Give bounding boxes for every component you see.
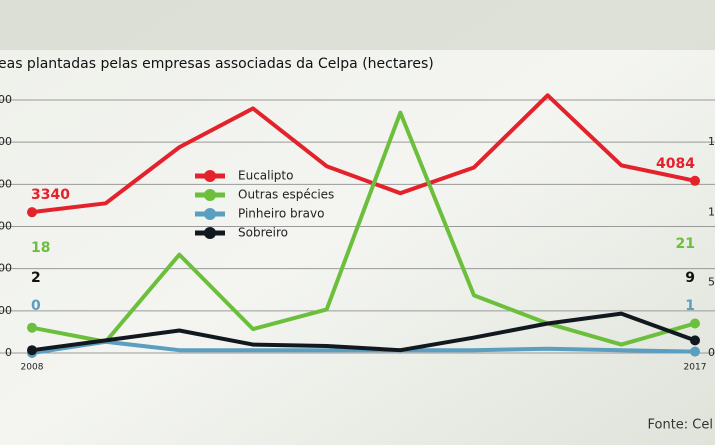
data-label: 4084 — [656, 156, 695, 172]
series-line — [31, 311, 696, 353]
y-tick-label: 0 — [5, 346, 12, 359]
data-label: 3340 — [31, 187, 70, 203]
y2-tick-label: 0 — [708, 346, 715, 359]
y-tick-label: 2000 — [0, 262, 12, 275]
legend-label: Eucalipto — [238, 169, 293, 183]
data-label: 9 — [685, 270, 695, 286]
y2-tick-label: 150 — [708, 135, 715, 148]
legend-dot — [204, 170, 216, 182]
legend-dot — [204, 227, 216, 239]
y-tick-label: 4000 — [0, 177, 12, 190]
data-label: 2 — [31, 270, 41, 286]
source: Fonte: Cel — [647, 418, 713, 433]
data-label: 21 — [676, 236, 695, 252]
end-point — [690, 318, 700, 329]
y2-tick-label: 100 — [708, 205, 715, 218]
data-label: 18 — [31, 240, 50, 256]
end-point — [690, 335, 700, 346]
legend-dot — [204, 189, 216, 201]
y-tick-label: 6000 — [0, 93, 12, 106]
end-point — [690, 346, 700, 357]
legend-label: Outras espécies — [238, 188, 334, 202]
legend-label: Sobreiro — [238, 226, 288, 240]
x-tick-label: 2008 — [21, 363, 44, 373]
end-point — [690, 175, 700, 186]
y-tick-label: 1000 — [0, 304, 12, 317]
x-tick-label: 2017 — [684, 363, 707, 373]
series-line — [31, 93, 696, 215]
y-tick-label: 3000 — [0, 220, 12, 233]
end-point — [27, 345, 37, 356]
data-label: 0 — [31, 298, 41, 314]
data-label: 1 — [685, 298, 695, 314]
series-line — [31, 110, 696, 347]
end-point — [27, 322, 37, 333]
photo-band — [0, 0, 715, 50]
legend-label: Pinheiro bravo — [238, 207, 324, 221]
chart-title: eas plantadas pelas empresas associadas … — [0, 56, 434, 72]
end-point — [27, 207, 37, 218]
y2-tick-label: 50 — [708, 276, 715, 289]
y-tick-label: 5000 — [0, 135, 12, 148]
legend-dot — [204, 208, 216, 220]
series-line — [31, 339, 696, 355]
